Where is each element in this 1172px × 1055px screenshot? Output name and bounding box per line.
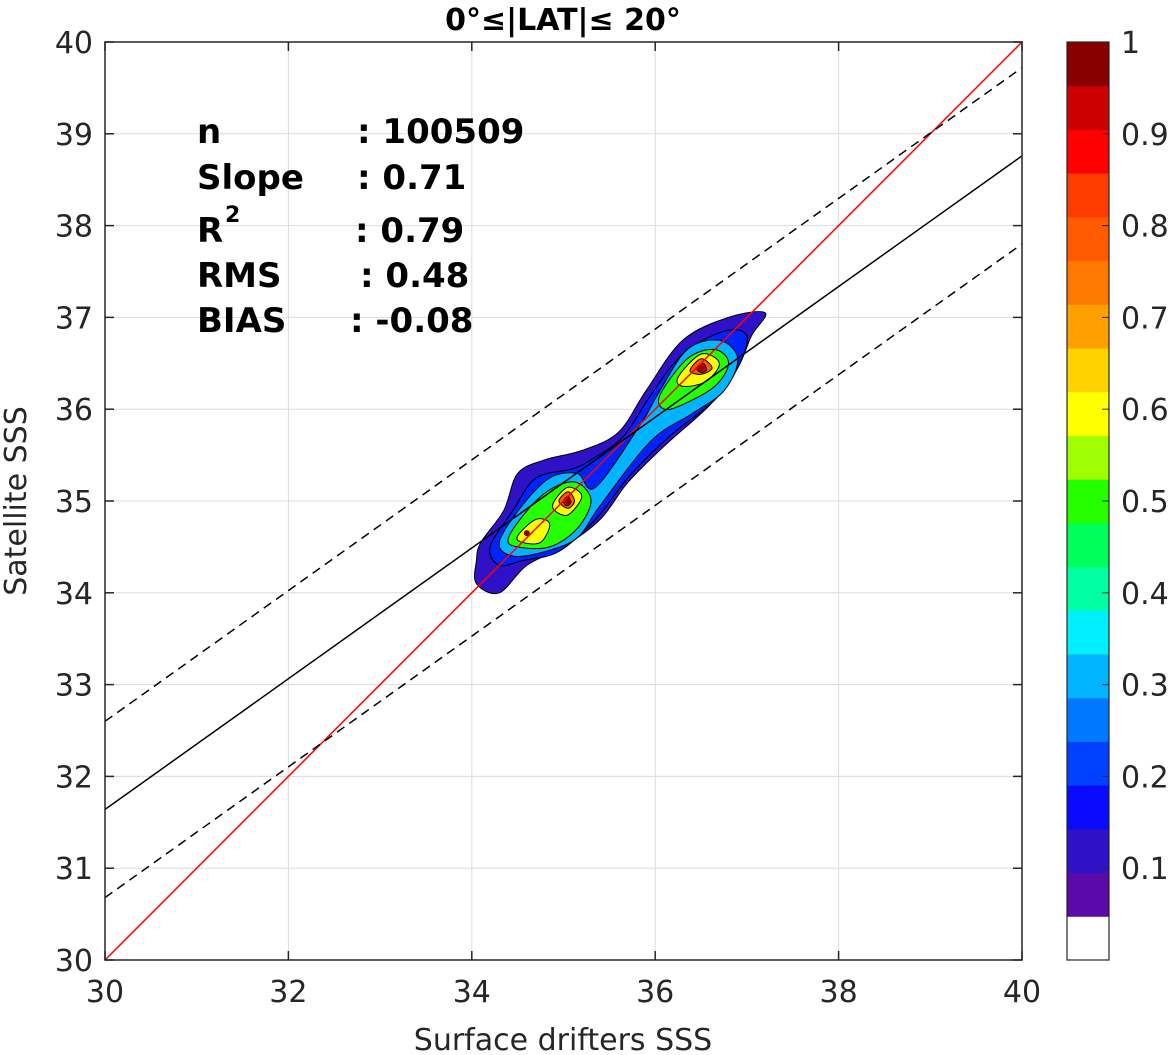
y-tick-label: 38 — [55, 210, 93, 245]
colorbar-swatch — [1067, 741, 1109, 786]
stat-bias-value: : -0.08 — [350, 301, 473, 341]
colorbar-swatch — [1067, 42, 1109, 87]
colorbar-label: 1 — [1121, 26, 1140, 61]
x-tick-label: 32 — [269, 975, 307, 1010]
colorbar-swatch — [1067, 872, 1109, 917]
chart-title: 0°≤|LAT|≤ 20° — [445, 3, 681, 38]
colorbar-swatch — [1067, 610, 1109, 655]
colorbar-label: 0.6 — [1121, 393, 1169, 428]
colorbar-label: 0.2 — [1121, 760, 1169, 795]
colorbar-label: 0.7 — [1121, 301, 1169, 336]
y-tick-label: 37 — [55, 301, 93, 336]
reference-lines — [105, 42, 1022, 960]
colorbar-swatch — [1067, 785, 1109, 830]
stat-bias-label: BIAS — [197, 301, 286, 341]
stat-r2-superscript: 2 — [225, 203, 240, 228]
colorbar-swatch — [1067, 522, 1109, 568]
y-tick-label: 40 — [55, 26, 93, 61]
colorbar-swatch — [1067, 260, 1109, 305]
regression-upper-line — [105, 67, 1022, 722]
colorbar-label: 0.9 — [1121, 118, 1169, 153]
colorbar-swatch — [1067, 654, 1109, 699]
colorbar: 0.1 0.2 0.3 0.4 0.5 0.6 0.7 0.8 0.9 1 — [1066, 26, 1169, 961]
stat-rms-value: : 0.48 — [360, 256, 469, 296]
y-tick-label: 31 — [55, 852, 93, 887]
colorbar-swatch — [1067, 85, 1109, 130]
regression-lower-line — [105, 243, 1022, 899]
stats-box: n : 100509 Slope : 0.71 R 2 : 0.79 RMS :… — [197, 112, 524, 341]
colorbar-swatch — [1067, 348, 1109, 393]
y-tick-label: 33 — [55, 669, 93, 704]
y-tick-label: 36 — [55, 393, 93, 428]
y-tick-label: 34 — [55, 577, 93, 612]
y-axis-label: Satellite SSS — [0, 406, 34, 596]
density-peak — [565, 498, 572, 504]
colorbar-label: 0.8 — [1121, 210, 1169, 245]
y-tick-label: 30 — [55, 944, 93, 979]
colorbar-label: 0.5 — [1121, 485, 1169, 520]
colorbar-swatch — [1067, 566, 1109, 611]
y-tick-label: 35 — [55, 485, 93, 520]
stat-slope-label: Slope — [197, 158, 304, 198]
stat-rms-label: RMS — [197, 256, 282, 296]
y-tick-label: 32 — [55, 760, 93, 795]
colorbar-swatch — [1067, 129, 1109, 174]
stat-slope-value: : 0.71 — [357, 158, 466, 198]
colorbar-swatch — [1067, 391, 1109, 436]
stat-n-value: : 100509 — [357, 112, 524, 152]
colorbar-swatch — [1067, 435, 1109, 480]
x-tick-label: 30 — [86, 975, 124, 1010]
x-tick-label: 34 — [453, 975, 491, 1010]
density-peak — [698, 364, 705, 371]
colorbar-label: 0.4 — [1121, 577, 1169, 612]
colorbar-swatch — [1067, 697, 1109, 742]
colorbar-swatch — [1067, 173, 1109, 218]
axis-ticks: 30 32 34 36 38 40 30 31 32 33 34 35 36 37 38 39 40 — [55, 26, 1041, 1010]
x-tick-label: 36 — [636, 975, 674, 1010]
colorbar-label: 0.3 — [1121, 669, 1169, 704]
y-tick-label: 39 — [55, 118, 93, 153]
regression-line — [105, 155, 1022, 811]
colorbar-swatch — [1067, 216, 1109, 262]
colorbar-swatch — [1067, 304, 1109, 349]
density-peak — [523, 530, 530, 537]
stat-r2-value: : 0.79 — [355, 211, 464, 251]
stat-n-label: n — [197, 112, 221, 152]
x-tick-label: 38 — [820, 975, 858, 1010]
stat-r2-label: R — [197, 211, 223, 251]
colorbar-swatch — [1067, 916, 1109, 961]
identity-line — [105, 42, 1022, 960]
x-axis-label: Surface drifters SSS — [414, 1023, 712, 1055]
colorbar-swatch — [1067, 828, 1109, 874]
colorbar-label: 0.1 — [1121, 852, 1169, 887]
x-tick-label: 40 — [1003, 975, 1041, 1010]
